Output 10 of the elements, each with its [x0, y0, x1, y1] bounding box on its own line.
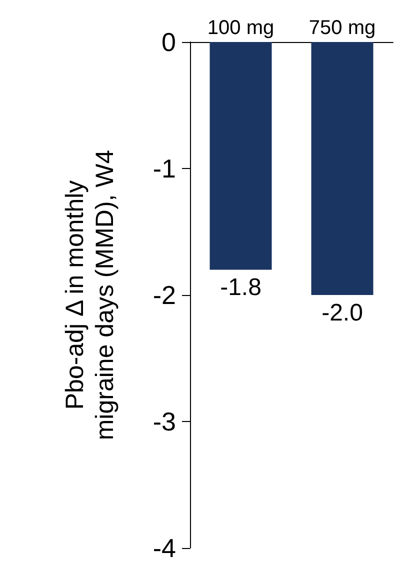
- x-tick-label: 750 mg: [308, 17, 376, 39]
- y-tick-label: -3: [152, 406, 176, 436]
- y-axis-title: Pbo-adj Δ in monthly migraine days (MMD), W4: [61, 150, 119, 440]
- data-label: -2.0: [322, 300, 363, 326]
- y-tick-label: -1: [152, 154, 176, 184]
- y-tick-label: -4: [152, 533, 176, 562]
- y-tick-label: 0: [162, 27, 176, 57]
- x-tick-label: 100 mg: [207, 17, 274, 39]
- y-tick-label: -2: [152, 280, 176, 310]
- data-label: -1.8: [220, 274, 262, 302]
